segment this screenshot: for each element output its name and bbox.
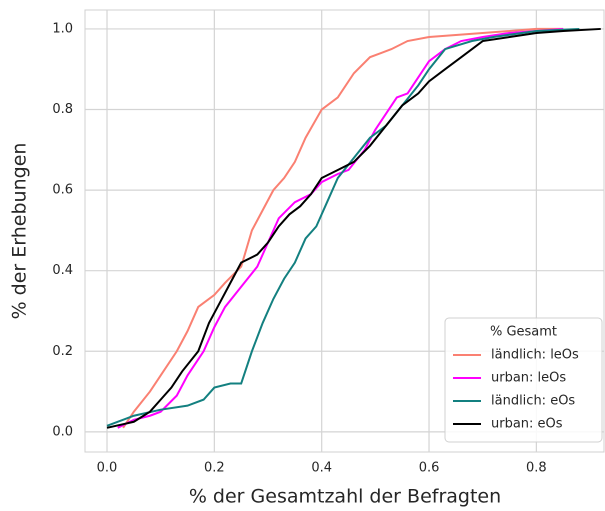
legend-label: ländlich: eOs [491, 394, 575, 409]
legend-title: % Gesamt [490, 325, 557, 340]
legend-label: ländlich: leOs [491, 348, 579, 363]
legend-box [444, 317, 603, 443]
y-axis-label: % der Erhebungen [9, 143, 31, 320]
x-tick-label: 0.4 [311, 461, 332, 476]
x-tick-label: 0.2 [204, 461, 225, 476]
y-tick-label: 0.0 [52, 424, 73, 439]
y-tick-label: 0.2 [52, 344, 73, 359]
y-tick-label: 0.6 [52, 183, 73, 198]
x-tick-label: 0.8 [526, 461, 547, 476]
x-tick-label: 0.0 [97, 461, 118, 476]
series-line [122, 27, 564, 429]
y-tick-label: 0.4 [52, 263, 73, 278]
x-axis-label: % der Gesamtzahl der Befragten [189, 486, 501, 508]
y-tick-label: 1.0 [52, 21, 73, 36]
series-line [117, 27, 564, 429]
legend-label: urban: eOs [491, 417, 563, 432]
legend-label: urban: leOs [491, 371, 566, 386]
series-line [106, 27, 580, 427]
x-tick-label: 0.6 [419, 461, 440, 476]
series-line [106, 27, 601, 429]
y-tick-label: 0.8 [52, 102, 73, 117]
